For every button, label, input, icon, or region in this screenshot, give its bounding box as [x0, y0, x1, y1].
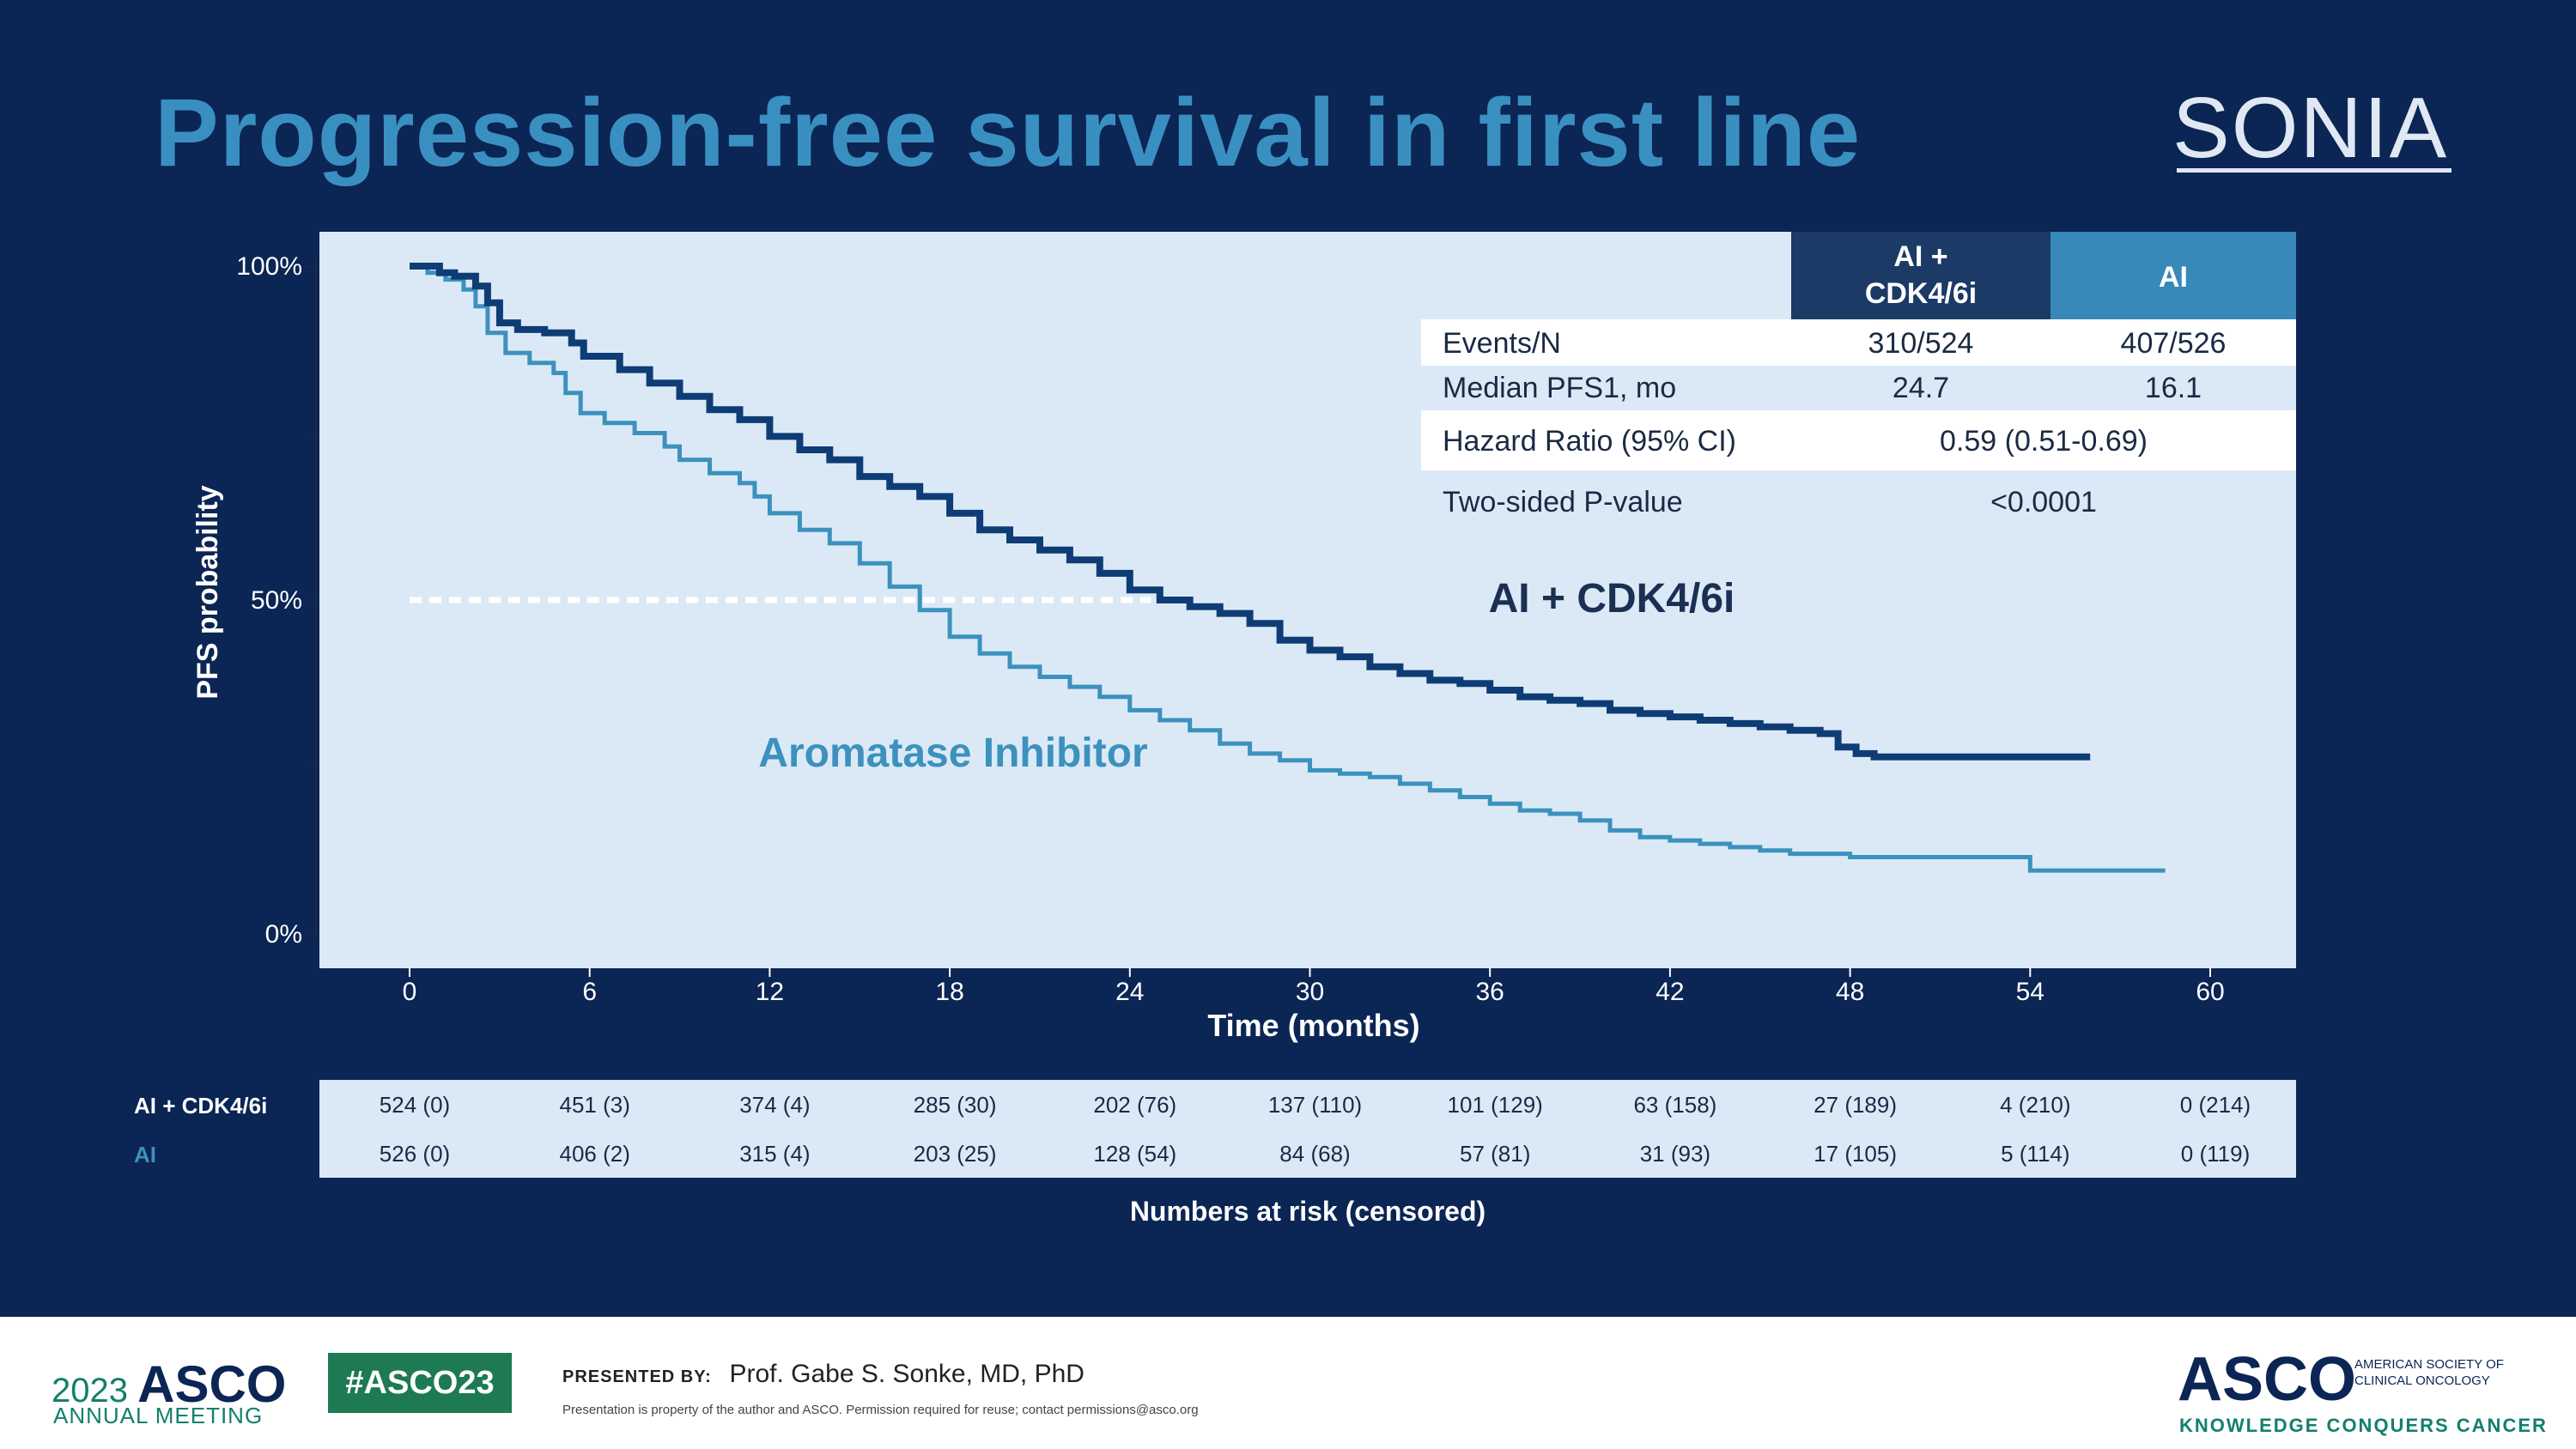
hashtag-badge: #ASCO23 — [328, 1353, 512, 1413]
stats-row-pvalue — [1421, 470, 2296, 532]
risk-table-caption: Numbers at risk (censored) — [1129, 1196, 1486, 1227]
x-tick-label: 36 — [1476, 978, 1504, 1006]
stats-label-median: Median PFS1, mo — [1443, 372, 1676, 404]
risk-cell: 374 (4) — [739, 1092, 811, 1118]
stats-median-ai-cdk: 24.7 — [1893, 372, 1949, 404]
presented-label: PRESENTED BY: — [562, 1367, 712, 1386]
x-ticks: 0 6 12 18 24 30 36 42 48 54 60 — [403, 968, 2225, 1006]
stats-row-median — [1421, 366, 2296, 410]
presented-by: PRESENTED BY: Prof. Gabe S. Sonke, MD, P… — [562, 1360, 1084, 1389]
x-tick-label: 12 — [756, 978, 784, 1006]
risk-cell: 524 (0) — [379, 1092, 451, 1118]
y-tick-label: 0% — [265, 920, 302, 949]
stats-events-ai: 407/526 — [2121, 327, 2227, 360]
risk-cell: 17 (105) — [1814, 1141, 1898, 1167]
risk-arm-label-ai: AI — [134, 1142, 156, 1167]
society-line-2: CLINICAL ONCOLOGY — [2354, 1373, 2490, 1388]
x-tick-label: 0 — [403, 978, 417, 1006]
risk-cell: 4 (210) — [2000, 1092, 2071, 1118]
label-ai-cdk46i: AI + CDK4/6i — [1489, 576, 1735, 621]
stats-pvalue: <0.0001 — [1990, 486, 2097, 518]
y-tick-label: 50% — [251, 586, 302, 615]
risk-cell: 451 (3) — [559, 1092, 630, 1118]
label-aromatase-inhibitor: Aromatase Inhibitor — [758, 731, 1147, 776]
y-tick-label: 100% — [236, 252, 302, 281]
x-tick-label: 54 — [2016, 978, 2044, 1006]
asco-society-name: AMERICAN SOCIETY OF CLINICAL ONCOLOGY — [2354, 1356, 2504, 1389]
stats-label-hr: Hazard Ratio (95% CI) — [1443, 425, 1736, 458]
stats-label-events: Events/N — [1443, 327, 1561, 360]
x-axis-label: Time (months) — [1207, 1008, 1419, 1043]
footer: 2023 ASCO ANNUAL MEETING #ASCO23 PRESENT… — [0, 1317, 2576, 1449]
stats-label-pvalue: Two-sided P-value — [1443, 486, 1683, 518]
risk-table: 524 (0) 451 (3) 374 (4) 285 (30) 202 (76) 137… — [319, 1080, 2296, 1178]
presenter-name: Prof. Gabe S. Sonke, MD, PhD — [729, 1360, 1084, 1388]
stats-header-ai-cdk — [1791, 232, 2050, 319]
curve-ai-cdk46i — [410, 263, 2091, 761]
risk-cell: 202 (76) — [1093, 1092, 1177, 1118]
risk-cell: 27 (189) — [1814, 1092, 1898, 1118]
risk-cell: 5 (114) — [2001, 1141, 2070, 1167]
logo-underline — [2177, 168, 2451, 173]
y-axis-label: PFS probability — [191, 485, 224, 699]
slide-title: Progression-free survival in first line — [155, 79, 1862, 186]
risk-cell: 406 (2) — [559, 1141, 630, 1167]
x-tick-label: 24 — [1115, 978, 1144, 1006]
risk-cell: 84 (68) — [1279, 1141, 1351, 1167]
risk-cell: 315 (4) — [739, 1141, 811, 1167]
risk-cell: 63 (158) — [1633, 1092, 1717, 1118]
risk-cell: 0 (119) — [2180, 1141, 2251, 1167]
risk-cell: 128 (54) — [1093, 1141, 1177, 1167]
x-tick-label: 42 — [1656, 978, 1684, 1006]
x-tick-label: 60 — [2196, 978, 2224, 1006]
x-tick-label: 48 — [1836, 978, 1864, 1006]
x-tick-label: 6 — [582, 978, 597, 1006]
x-tick-label: 30 — [1296, 978, 1324, 1006]
stats-table: AI + CDK4/6i AI Events/N 310/524 407/526… — [1421, 232, 2296, 532]
stats-row-events — [1421, 319, 2296, 366]
curve-aromatase-inhibitor — [410, 264, 2166, 873]
risk-cell: 526 (0) — [379, 1141, 451, 1167]
meeting-asco: ASCO — [137, 1355, 287, 1413]
sonia-logo: SONIA — [2172, 80, 2449, 176]
risk-cell: 31 (93) — [1639, 1141, 1711, 1167]
risk-cell: 101 (129) — [1447, 1092, 1543, 1118]
disclaimer: Presentation is property of the author a… — [562, 1403, 1199, 1417]
stats-hr-value: 0.59 (0.51-0.69) — [1940, 425, 2148, 458]
meeting-year: 2023 ASCO — [52, 1355, 287, 1413]
risk-cell: 203 (25) — [913, 1141, 997, 1167]
stats-row-hr — [1421, 410, 2296, 470]
stats-header-ai-cdk-line2: CDK4/6i — [1865, 277, 1977, 310]
risk-cell: 57 (81) — [1459, 1141, 1531, 1167]
risk-cell: 285 (30) — [913, 1092, 997, 1118]
risk-cell: 0 (214) — [2179, 1092, 2251, 1118]
risk-arm-label-ai-cdk: AI + CDK4/6i — [134, 1093, 268, 1119]
risk-row-ai: 526 (0) 406 (2) 315 (4) 203 (25) 128 (54) 84 … — [319, 1129, 2296, 1178]
stats-header-ai-cdk-line1: AI + — [1893, 240, 1947, 273]
stats-header-ai — [2050, 232, 2296, 319]
stats-events-ai-cdk: 310/524 — [1868, 327, 1974, 360]
asco-logo: ASCO — [2178, 1345, 2357, 1414]
km-chart: 0% 50% 100% 0 6 12 18 24 30 36 42 48 54 60 AI + CDK4… — [191, 232, 2296, 1043]
society-line-1: AMERICAN SOCIETY OF — [2354, 1357, 2504, 1372]
risk-cell: 137 (110) — [1267, 1092, 1363, 1118]
stats-median-ai: 16.1 — [2145, 372, 2202, 404]
risk-row-ai-cdk: 524 (0) 451 (3) 374 (4) 285 (30) 202 (76) 137… — [319, 1080, 2296, 1129]
y-ticks: 0% 50% 100% — [236, 252, 316, 949]
x-tick-label: 18 — [935, 978, 963, 1006]
asco-tagline: KNOWLEDGE CONQUERS CANCER — [2179, 1415, 2548, 1436]
meeting-name: ANNUAL MEETING — [53, 1403, 264, 1428]
stats-header-ai-text: AI — [2159, 261, 2188, 294]
